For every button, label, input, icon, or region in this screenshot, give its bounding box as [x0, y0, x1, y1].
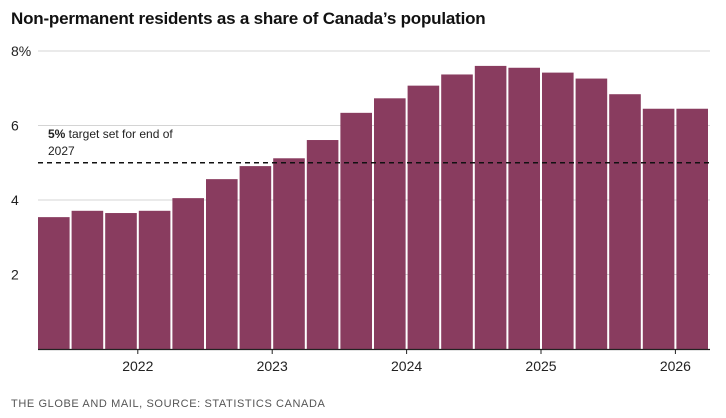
chart-title: Non-permanent residents as a share of Ca…	[11, 9, 486, 28]
bars	[38, 65, 708, 350]
reference-annotation-bold: 5%	[48, 127, 66, 141]
source-footer: THE GLOBE AND MAIL, SOURCE: STATISTICS C…	[11, 398, 326, 410]
reference-annotation-line2: 2027	[48, 144, 75, 158]
x-tick-label: 2022	[122, 358, 153, 374]
bar	[38, 217, 70, 349]
y-tick-label: 8%	[11, 43, 31, 59]
x-tick-label: 2025	[525, 358, 556, 374]
bar	[642, 108, 675, 349]
y-tick-label: 4	[11, 192, 19, 208]
bar	[340, 112, 372, 350]
bar	[609, 94, 641, 350]
bar	[273, 158, 305, 349]
x-tick-label: 2024	[391, 358, 422, 374]
bar	[407, 85, 440, 349]
bar	[306, 140, 339, 349]
bar	[105, 213, 137, 349]
y-tick-label: 2	[11, 267, 19, 283]
bar	[542, 72, 574, 349]
bar	[575, 78, 608, 349]
bar	[441, 74, 473, 349]
y-tick-labels: 2 4 6 8%	[11, 43, 31, 283]
bar	[676, 108, 708, 349]
bar	[172, 198, 204, 349]
bar	[206, 179, 238, 349]
bar	[71, 210, 104, 349]
bar	[138, 210, 171, 349]
x-tick-label: 2023	[257, 358, 288, 374]
reference-annotation-line1: 5% target set for end of	[48, 127, 173, 141]
bar	[239, 166, 272, 349]
x-tick-labels: 2022 2023 2024 2025 2026	[122, 349, 691, 374]
reference-annotation-text: target set for end of	[65, 127, 173, 141]
bar	[508, 67, 540, 349]
x-tick-label: 2026	[660, 358, 691, 374]
bar	[374, 98, 406, 350]
bar	[474, 65, 507, 350]
y-tick-label: 6	[11, 118, 19, 134]
